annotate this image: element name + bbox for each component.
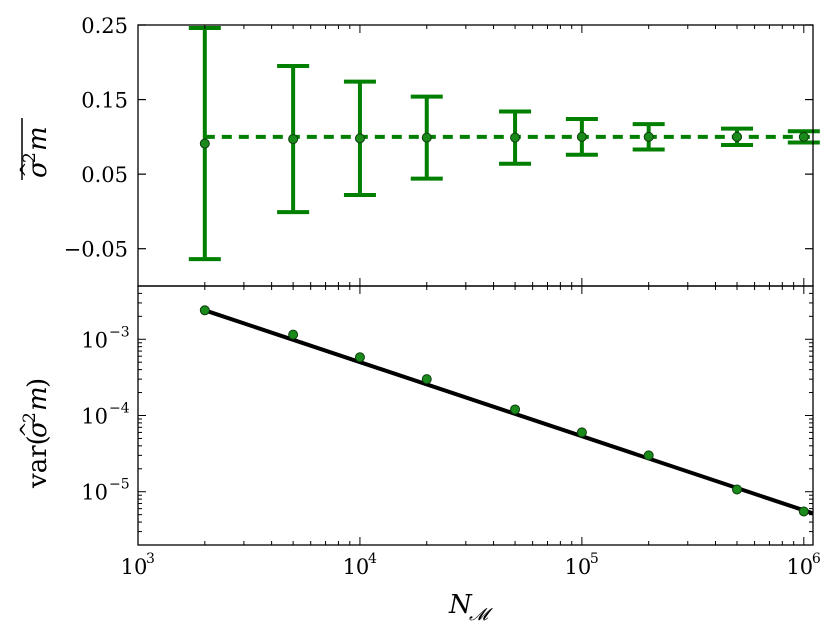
x-tick-label: 10	[343, 555, 370, 579]
bottom-data-point	[288, 329, 299, 340]
top-data-point	[421, 132, 432, 143]
top-y-axis-label-sub: m	[23, 126, 53, 151]
bottom-data-point	[576, 427, 587, 438]
top-data-point	[732, 131, 743, 142]
bottom-y-tick-label: 10	[81, 328, 108, 352]
bottom-fit-line	[204, 308, 814, 516]
top-y-tick-label: 0.15	[81, 89, 128, 113]
bottom-y-tick-label-exp: −5	[109, 477, 130, 493]
top-points-group	[199, 131, 809, 149]
bottom-y-axis-label-sigma: σ	[23, 419, 53, 438]
x-axis-label-sub: 𝓜	[469, 605, 493, 625]
top-y-axis-label-text: σ	[23, 159, 53, 178]
top-plot-frame	[137, 24, 814, 287]
top-data-point	[354, 133, 365, 144]
bottom-y-tick-label: 10	[81, 405, 108, 429]
top-data-point	[288, 134, 299, 145]
bottom-y-axis-label-sub: m	[23, 386, 53, 411]
x-tick-label-exp: 3	[146, 551, 155, 567]
top-data-point	[199, 138, 210, 149]
top-data-point	[510, 132, 521, 143]
bottom-y-axis-label-text: var(	[23, 435, 53, 489]
top-x-ticks	[137, 25, 805, 286]
x-tick-label: 10	[786, 555, 813, 579]
bottom-y-axis-label-hat: ^	[15, 421, 39, 438]
bottom-y-axis-label: var( σ ^ 2 m )	[15, 378, 53, 489]
bottom-data-point	[510, 404, 521, 415]
top-data-point	[643, 131, 654, 142]
top-errorbars-group	[188, 25, 820, 262]
bottom-y-ticks: 10−310−410−5	[81, 285, 813, 546]
bottom-y-tick-label: 10	[81, 481, 108, 505]
bottom-y-axis-label-close: )	[23, 378, 53, 388]
bottom-data-point	[643, 450, 654, 461]
x-tick-label-exp: 5	[590, 551, 599, 567]
top-y-tick-label: 0.25	[81, 14, 128, 38]
top-y-axis-label-hat: ^	[15, 161, 39, 178]
x-tick-label: 10	[565, 555, 592, 579]
bottom-points-group	[199, 305, 809, 517]
bottom-y-axis-label-sup: 2	[20, 412, 40, 423]
top-panel: 0.25 0.15 0.05 −0.05 σ ^ 2 m	[15, 14, 820, 287]
bottom-data-point	[421, 374, 432, 385]
x-tick-label-exp: 4	[368, 551, 377, 567]
top-y-axis-label: σ ^ 2 m	[15, 118, 53, 180]
bottom-data-point	[199, 305, 210, 316]
x-tick-label-exp: 6	[812, 551, 821, 567]
bottom-panel: 10−310−410−5 103 104 105 106 var( σ ^ 2 m )…	[15, 285, 821, 625]
top-y-tick-label: 0.05	[81, 163, 128, 187]
x-axis-label: N 𝓜	[448, 590, 493, 625]
bottom-data-point	[798, 506, 809, 517]
bottom-data-point	[732, 484, 743, 495]
bottom-y-tick-label-exp: −4	[109, 401, 130, 417]
bottom-y-tick-label-exp: −3	[109, 324, 130, 340]
bottom-x-ticks: 103 104 105 106	[121, 286, 821, 579]
top-y-tick-label: −0.05	[64, 238, 128, 262]
x-tick-label: 10	[121, 555, 148, 579]
top-data-point	[798, 131, 809, 142]
top-data-point	[576, 131, 587, 142]
bottom-plot-frame	[137, 285, 814, 546]
bottom-data-point	[354, 352, 365, 363]
x-axis-label-text: N	[448, 590, 473, 620]
top-y-axis-label-sup: 2	[20, 152, 40, 163]
top-y-ticks: 0.25 0.15 0.05 −0.05	[64, 14, 813, 262]
